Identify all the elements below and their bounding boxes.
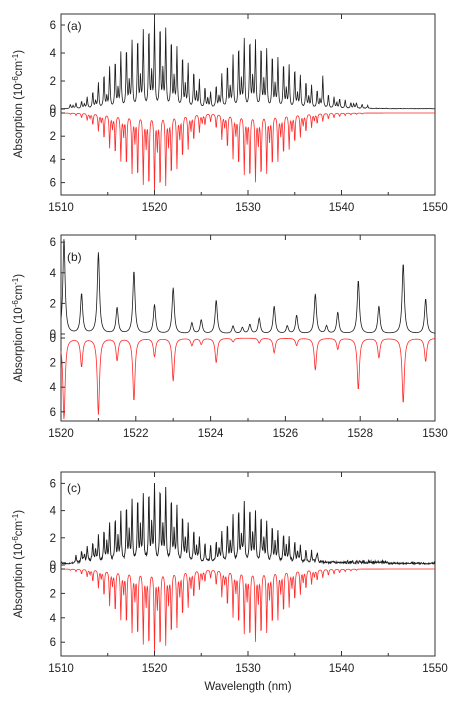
y-tick-label: 6	[50, 178, 56, 190]
panel-c-measured-line	[60, 483, 436, 566]
y-tick-label: 2	[50, 588, 56, 600]
y-tick-label: 6	[50, 637, 56, 649]
panel-c-measured-series	[60, 483, 436, 566]
x-tick-label: 1540	[329, 663, 355, 675]
x-tick-label: 1550	[422, 202, 448, 214]
panel-a-x-ticks: 1510 1520 1530 1540 1550	[48, 14, 448, 214]
panel-b-label: (b)	[67, 250, 82, 264]
y-tick-label: 2	[50, 533, 56, 545]
x-tick-label: 1524	[198, 428, 224, 440]
x-tick-label: 1520	[48, 428, 74, 440]
y-tick-label: 0	[50, 564, 56, 576]
y-tick-label: 0	[50, 329, 56, 341]
panel-b: (b) 0 2 4 6 0 2 4 6 1520 1522 1524 1526 1528 1530	[48, 234, 448, 440]
panel-b-simulated-line	[60, 337, 436, 420]
x-axis-label: Wavelength (nm)	[204, 681, 291, 693]
panel-a-y-axis-label: Absorption (10-6cm-1)	[11, 50, 25, 158]
y-tick-label: 6	[50, 478, 56, 490]
panel-a-measured-line	[60, 17, 436, 110]
panel-b-frame	[60, 234, 436, 422]
y-tick-label: 0	[50, 104, 56, 116]
x-tick-label: 1530	[235, 202, 261, 214]
y-tick-label: 6	[50, 407, 56, 419]
panel-b-y-axis-label: Absorption (10-6cm-1)	[11, 274, 25, 382]
panel-a-y-ticks: 0 2 4 6 0 2 4 6	[50, 20, 65, 190]
x-tick-label: 1510	[48, 663, 74, 675]
y-tick-label: 2	[50, 76, 56, 88]
y-tick-label: 0	[50, 333, 56, 345]
panel-c-frame	[60, 471, 436, 657]
panel-a-measured-series	[60, 17, 436, 110]
y-tick-label: 4	[50, 613, 57, 625]
y-tick-label: 0	[50, 108, 56, 120]
x-tick-label: 1520	[142, 663, 168, 675]
x-tick-label: 1510	[48, 202, 74, 214]
panel-b-x-ticks: 1520 1522 1524 1526 1528 1530	[48, 235, 448, 440]
y-tick-label: 2	[50, 298, 56, 310]
x-tick-label: 1528	[347, 428, 373, 440]
x-tick-label: 1530	[422, 428, 448, 440]
panel-c-y-axis-label: Absorption (10-6cm-1)	[11, 510, 25, 618]
y-tick-label: 4	[50, 382, 57, 394]
panel-b-measured-line	[60, 239, 436, 334]
x-tick-label: 1540	[329, 202, 355, 214]
panel-a-frame	[60, 13, 436, 196]
panel-a-simulated-line	[61, 112, 435, 194]
panel-c-simulated-series	[60, 568, 435, 654]
x-tick-label: 1530	[235, 663, 261, 675]
panel-b-simulated-series	[60, 337, 436, 420]
panel-c-simulated-line	[60, 568, 435, 654]
y-tick-label: 4	[50, 48, 57, 60]
panel-b-y-ticks: 0 2 4 6 0 2 4 6	[50, 237, 65, 419]
panel-c: (c) 0 2 4 6 0 2 4 6 1510 1520 1530 1540 1550	[48, 471, 448, 675]
y-tick-label: 2	[50, 358, 56, 370]
x-tick-label: 1522	[123, 428, 149, 440]
y-tick-label: 4	[50, 506, 57, 518]
x-tick-label: 1520	[142, 202, 168, 214]
panel-c-label: (c)	[67, 481, 81, 495]
y-tick-label: 6	[50, 237, 56, 249]
panel-b-measured-series	[60, 239, 436, 334]
x-tick-label: 1550	[422, 663, 448, 675]
panel-c-x-ticks: 1510 1520 1530 1540 1550	[48, 472, 448, 675]
panel-a-label: (a)	[67, 19, 82, 33]
y-tick-label: 6	[50, 20, 56, 32]
x-tick-label: 1526	[273, 428, 299, 440]
panel-a-simulated-series	[61, 112, 435, 194]
y-tick-label: 4	[50, 268, 57, 280]
panel-c-y-ticks: 0 2 4 6 0 2 4 6	[50, 478, 65, 649]
panel-a: (a) 0 2 4 6 0 2 4 6 1510 1520 1530 1540 1550	[48, 13, 448, 214]
y-tick-label: 4	[50, 154, 57, 166]
y-tick-label: 0	[50, 560, 56, 572]
y-tick-label: 2	[50, 131, 56, 143]
